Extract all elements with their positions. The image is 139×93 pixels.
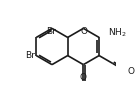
Text: O: O — [80, 73, 87, 82]
Text: NH$_2$: NH$_2$ — [108, 26, 126, 39]
Text: O: O — [80, 27, 87, 36]
Text: O: O — [128, 67, 135, 76]
Text: Br: Br — [47, 27, 56, 36]
Text: Br: Br — [25, 51, 35, 60]
